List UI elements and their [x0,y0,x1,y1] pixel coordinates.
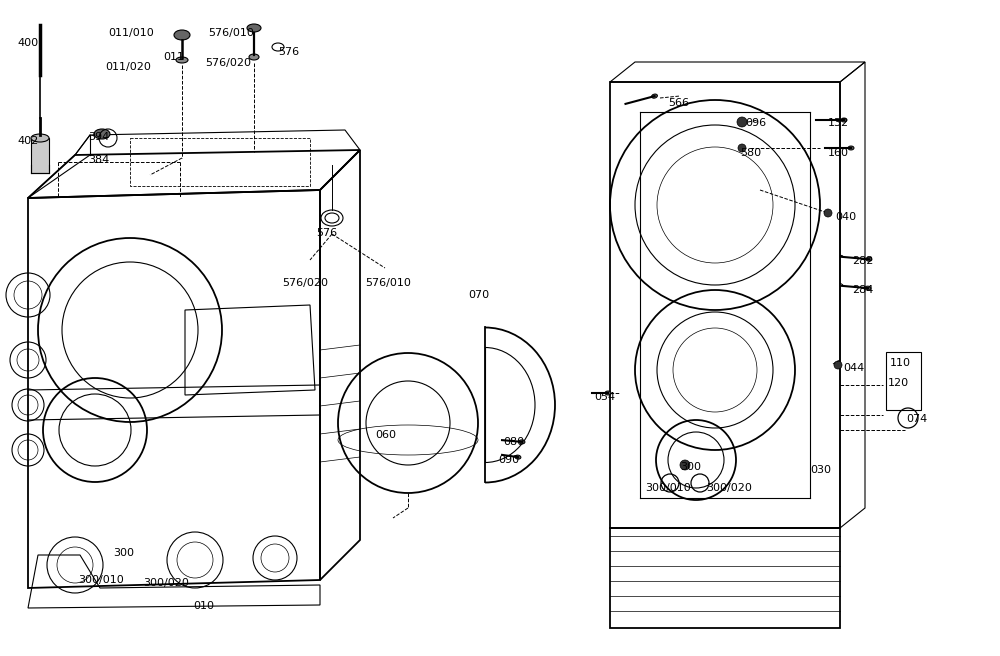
Text: 300/010: 300/010 [645,483,691,493]
Ellipse shape [94,129,110,139]
Text: 400: 400 [17,38,38,48]
Text: 070: 070 [468,290,489,300]
Text: 160: 160 [828,148,849,158]
Bar [130,138,310,186]
Text: 300/010: 300/010 [78,575,124,585]
Text: 090: 090 [498,455,519,465]
Ellipse shape [515,455,521,459]
Circle shape [834,361,842,369]
Ellipse shape [176,57,188,63]
Text: 300: 300 [680,462,701,472]
Text: 011: 011 [163,52,184,62]
Text: 394: 394 [88,132,109,142]
Text: 384: 384 [88,155,109,165]
Text: 576: 576 [278,47,299,57]
Text: 300/020: 300/020 [143,578,189,588]
Bar [31,138,49,173]
Text: 080: 080 [503,437,524,447]
Ellipse shape [31,134,49,142]
Text: 576/020: 576/020 [282,278,328,288]
Text: 120: 120 [888,378,909,388]
Bar [886,352,921,410]
Text: 044: 044 [843,363,864,373]
Text: 300: 300 [113,548,134,558]
Text: 132: 132 [828,118,849,128]
Text: 010: 010 [193,601,214,611]
Text: 402: 402 [17,136,38,146]
Ellipse shape [249,54,259,60]
Text: 011/020: 011/020 [105,62,151,72]
Text: 110: 110 [890,358,911,368]
Text: 566: 566 [668,98,689,108]
Ellipse shape [174,30,190,40]
Ellipse shape [519,440,525,444]
Text: 576/020: 576/020 [205,58,251,68]
Text: 576/010: 576/010 [365,278,411,288]
Text: 300/020: 300/020 [706,483,752,493]
Ellipse shape [866,257,872,261]
Text: 580: 580 [740,148,761,158]
Ellipse shape [605,391,611,395]
Circle shape [680,460,690,470]
Ellipse shape [848,146,854,150]
Ellipse shape [841,118,847,122]
Text: 040: 040 [835,212,856,222]
Text: 074: 074 [906,414,927,424]
Text: 054: 054 [594,392,615,402]
Ellipse shape [865,286,871,290]
Circle shape [738,144,746,152]
Ellipse shape [247,24,261,32]
Text: 282: 282 [852,256,873,266]
Circle shape [824,209,832,217]
Circle shape [737,117,747,127]
Text: 576: 576 [316,228,337,238]
Text: 030: 030 [810,465,831,475]
Ellipse shape [652,94,657,98]
Text: 096: 096 [745,118,766,128]
Text: 011/010: 011/010 [108,28,154,38]
Text: 284: 284 [852,285,873,295]
Text: 060: 060 [375,430,396,440]
Text: 576/010: 576/010 [208,28,254,38]
